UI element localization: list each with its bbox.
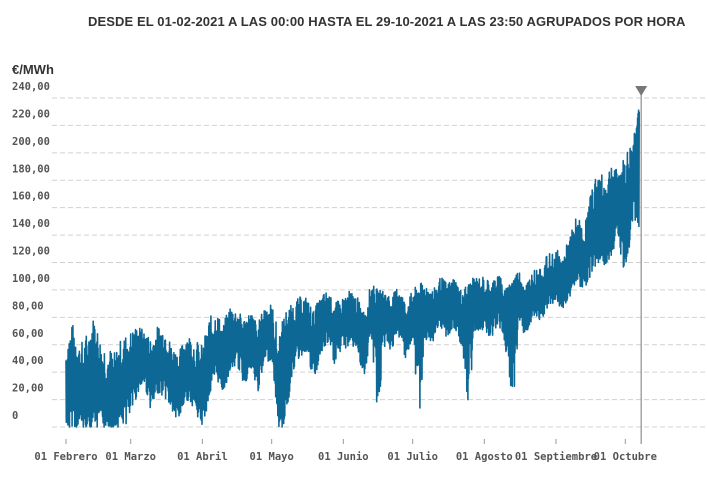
x-tick-label: 01 Agosto xyxy=(456,451,513,463)
y-axis-ticks: 0 20,00 40,00 60,00 80,00 100,00 120,00 140,00 1… xyxy=(12,81,50,422)
y-tick-label: 60,00 xyxy=(12,328,44,340)
y-tick-label: 140,00 xyxy=(12,218,50,230)
y-tick-label: 220,00 xyxy=(12,108,50,120)
chart-title: DESDE EL 01-02-2021 A LAS 00:00 HASTA EL… xyxy=(88,14,686,29)
y-tick-label: 120,00 xyxy=(12,246,50,258)
max-marker[interactable] xyxy=(635,86,648,444)
y-tick-label: 100,00 xyxy=(12,273,50,285)
y-tick-label: 20,00 xyxy=(12,383,44,395)
x-tick-label: 01 Octubre xyxy=(594,451,657,463)
y-tick-label: 80,00 xyxy=(12,300,44,312)
y-tick-label: 180,00 xyxy=(12,163,50,175)
series-group xyxy=(65,109,641,428)
x-tick-label: 01 Mayo xyxy=(250,451,294,463)
x-tick-label: 01 Abril xyxy=(177,451,228,463)
x-tick-label: 01 Junio xyxy=(318,451,369,463)
y-tick-label: 200,00 xyxy=(12,136,50,148)
y-axis-label: €/MWh xyxy=(12,62,54,77)
x-tick-label: 01 Septiembre xyxy=(515,451,597,463)
series-line xyxy=(65,109,641,428)
y-tick-label: 0 xyxy=(12,410,18,422)
y-tick-label: 240,00 xyxy=(12,81,50,93)
x-tick-label: 01 Febrero xyxy=(34,451,97,463)
x-tick-label: 01 Marzo xyxy=(105,451,156,463)
x-axis-ticks: 01 Febrero 01 Marzo 01 Abril 01 Mayo 01 Juni… xyxy=(34,439,657,463)
y-tick-label: 160,00 xyxy=(12,191,50,203)
y-tick-label: 40,00 xyxy=(12,355,44,367)
marker-triangle-icon[interactable] xyxy=(635,86,648,96)
x-tick-label: 01 Julio xyxy=(387,451,438,463)
